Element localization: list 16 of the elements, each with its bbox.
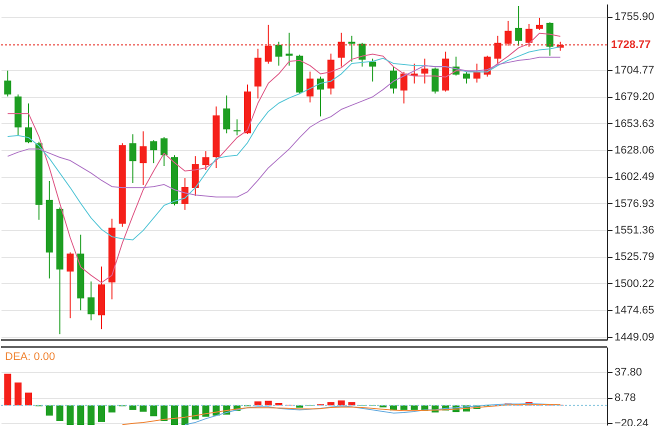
y-tick-label: 1628.06	[614, 144, 654, 157]
annotation: DEA: 0.00	[5, 351, 56, 363]
y-tick-label: 1755.90	[614, 11, 654, 24]
y-tick-label: 1474.65	[614, 304, 654, 317]
y-tick-label: 1679.20	[614, 91, 654, 104]
y-tick-label: 1551.36	[614, 224, 654, 237]
y-tick-label: 1704.77	[614, 64, 654, 76]
y-tick-label: 1653.63	[614, 118, 654, 130]
y-tick-label: 1525.79	[614, 251, 654, 264]
y-tick-label: 1602.49	[614, 171, 654, 184]
y-tick-label: 1449.09	[614, 331, 654, 344]
y-tick-label: 1500.22	[614, 278, 654, 290]
y-tick-label: 37.80	[614, 366, 642, 379]
y-tick-label: 8.78	[614, 392, 636, 404]
y-tick-label: 1576.93	[614, 198, 654, 210]
ref-line-label: 1728.77	[611, 38, 651, 51]
